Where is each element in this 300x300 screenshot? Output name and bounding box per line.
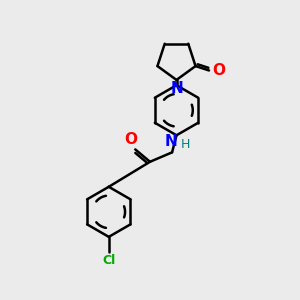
- Text: N: N: [164, 134, 177, 149]
- Text: H: H: [180, 138, 190, 151]
- Text: O: O: [124, 132, 137, 147]
- Text: Cl: Cl: [102, 254, 116, 267]
- Text: O: O: [212, 63, 225, 78]
- Text: N: N: [170, 81, 183, 96]
